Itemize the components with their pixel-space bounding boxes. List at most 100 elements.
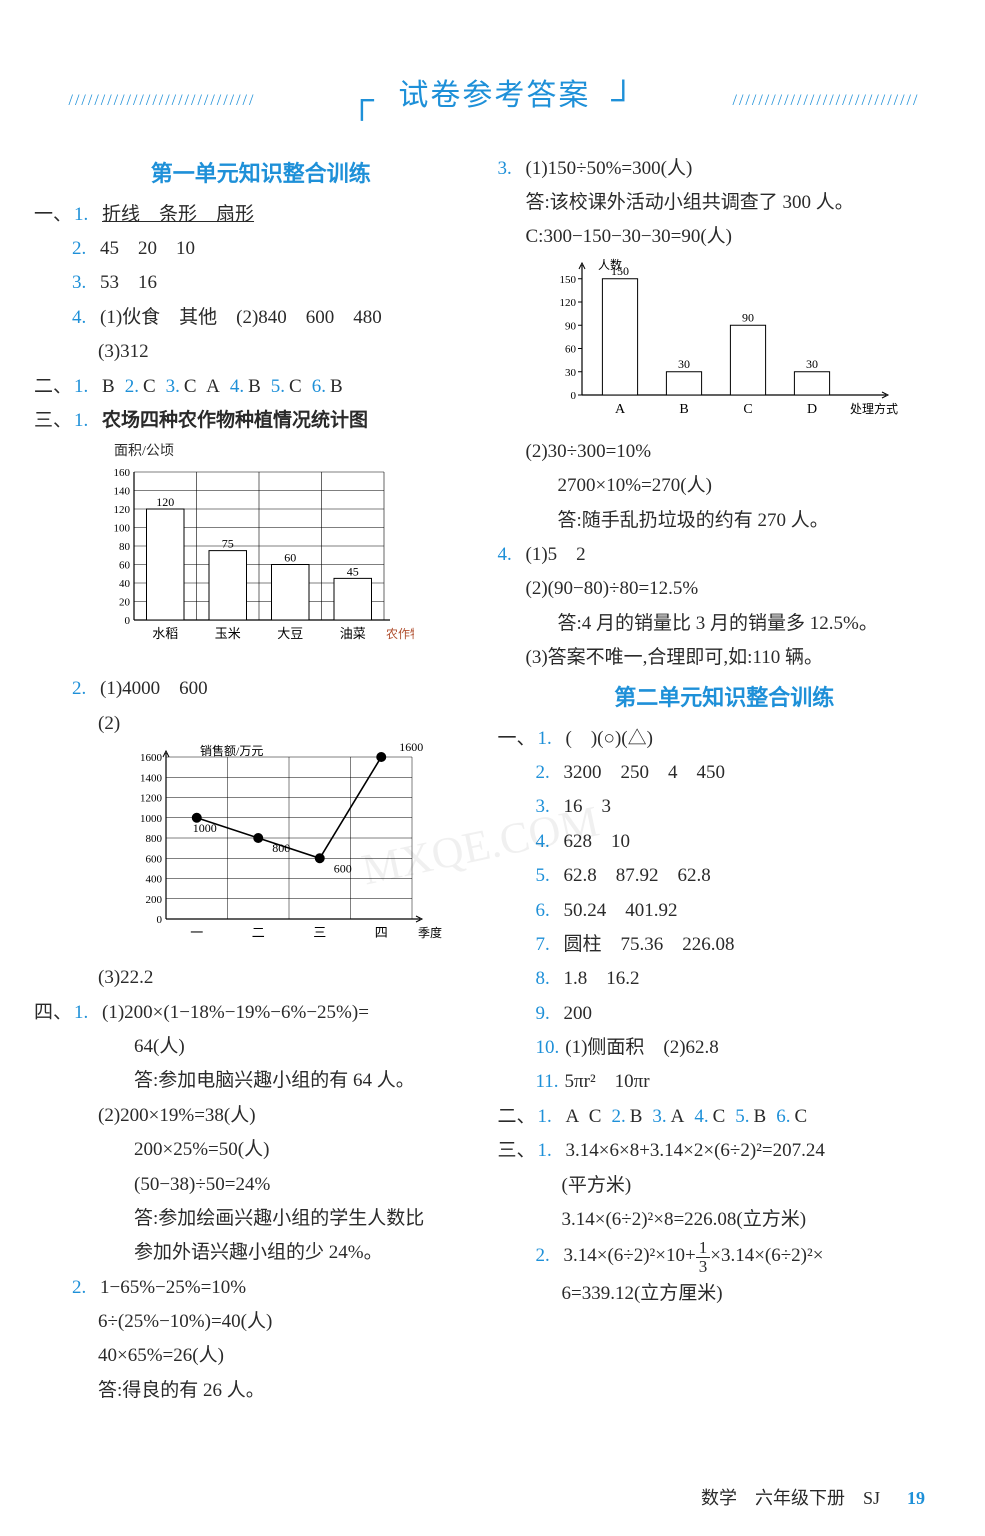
answer-text: 64(人) <box>134 1032 488 1062</box>
answer-text: 1.8 16.2 <box>564 964 952 994</box>
item-number: 1. <box>74 406 96 436</box>
item-number: 2. <box>72 1273 94 1303</box>
svg-text:60: 60 <box>565 343 577 355</box>
item-number: 3. <box>166 372 180 402</box>
svg-text:90: 90 <box>742 310 754 324</box>
svg-text:600: 600 <box>334 861 352 875</box>
answer-text: A <box>206 372 220 402</box>
item-number: 10. <box>536 1033 560 1063</box>
item-number: 3. <box>498 154 520 184</box>
section-label: 二、 <box>498 1102 536 1132</box>
ticks-left: / / / / / / / / / / / / / / / / / / / / … <box>28 92 293 112</box>
svg-text:季度: 季度 <box>418 925 442 940</box>
answer-text: 折线 条形 扇形 <box>102 200 487 230</box>
svg-text:1600: 1600 <box>140 752 163 764</box>
svg-text:600: 600 <box>146 853 163 865</box>
item-number: 11. <box>536 1067 559 1097</box>
svg-text:120: 120 <box>114 504 131 516</box>
svg-text:四: 四 <box>375 925 388 940</box>
section-label: 一、 <box>34 200 72 230</box>
item-number: 2. <box>125 372 139 402</box>
answer-text: 答:得良的有 26 人。 <box>98 1376 488 1406</box>
svg-text:20: 20 <box>119 597 131 609</box>
svg-text:大豆: 大豆 <box>277 626 303 641</box>
svg-text:0: 0 <box>125 615 131 627</box>
svg-text:销售额/万元: 销售额/万元 <box>200 743 263 758</box>
item-number: 2. <box>72 674 94 704</box>
svg-text:A: A <box>614 402 625 417</box>
answer-text: 53 16 <box>100 268 488 298</box>
answer-text: 16 3 <box>564 792 952 822</box>
answer-text: (3)312 <box>98 337 488 367</box>
answer-text: 62.8 87.92 62.8 <box>564 861 952 891</box>
item-number: 1. <box>538 1136 560 1166</box>
answer-text: A <box>566 1102 580 1132</box>
item-number: 5. <box>271 372 285 402</box>
section-label: 三、 <box>34 406 72 436</box>
left-column: 第一单元知识整合训练 一、1.折线 条形 扇形 2.45 20 10 3.53 … <box>34 150 488 1411</box>
answer-text: B <box>330 372 343 402</box>
line-chart: 02004006008001000120014001600销售额/万元1000一… <box>124 743 488 959</box>
answer-text: (1)150÷50%=300(人) <box>526 154 952 184</box>
item-number: 9. <box>536 999 558 1029</box>
item-number: 6. <box>312 372 326 402</box>
svg-text:1200: 1200 <box>140 793 163 805</box>
svg-text:三: 三 <box>313 925 326 940</box>
answer-text: C <box>289 372 302 402</box>
answer-text: 5πr² 10πr <box>565 1067 951 1097</box>
svg-text:C: C <box>743 402 752 417</box>
item-number: 1. <box>74 372 96 402</box>
svg-text:60: 60 <box>284 551 296 565</box>
svg-text:100: 100 <box>114 523 131 535</box>
answer-text: 628 10 <box>564 827 952 857</box>
answer-text: 6÷(25%−10%)=40(人) <box>98 1307 488 1337</box>
svg-text:玉米: 玉米 <box>215 626 241 641</box>
answer-text: (2)30÷300=10% <box>526 437 952 467</box>
answer-text: C <box>589 1102 602 1132</box>
item-number: 8. <box>536 964 558 994</box>
item-number: 5. <box>735 1102 749 1132</box>
bracket-left-icon: ┌ <box>350 82 383 119</box>
svg-text:0: 0 <box>157 914 163 926</box>
answer-text: 50.24 401.92 <box>564 896 952 926</box>
answer-text: (50−38)÷50=24% <box>134 1170 488 1200</box>
section-label: 一、 <box>498 724 536 754</box>
section-label: 四、 <box>34 998 72 1028</box>
answer-text: 2700×10%=270(人) <box>558 471 952 501</box>
answer-text: 1−65%−25%=10% <box>100 1273 488 1303</box>
answer-text: C <box>184 372 197 402</box>
answer-text: (3)答案不唯一,合理即可,如:110 辆。 <box>526 643 952 673</box>
svg-text:30: 30 <box>806 357 818 371</box>
answer-text: 答:参加绘画兴趣小组的学生人数比 <box>134 1204 488 1234</box>
item-number: 1. <box>74 200 96 230</box>
svg-text:400: 400 <box>146 874 163 886</box>
svg-text:1600: 1600 <box>399 743 423 754</box>
answer-text: 答:参加电脑兴趣小组的有 64 人。 <box>134 1066 488 1096</box>
svg-text:0: 0 <box>570 390 576 402</box>
svg-text:B: B <box>679 402 688 417</box>
item-number: 2. <box>611 1102 625 1132</box>
answer-text: 3.14×6×8+3.14×2×(6÷2)²=207.24 <box>566 1136 951 1166</box>
header-title: 试卷参考答案 <box>382 70 606 114</box>
svg-text:30: 30 <box>678 357 690 371</box>
svg-text:60: 60 <box>119 560 131 572</box>
footer-text: 数学 六年级下册 SJ <box>701 1488 880 1508</box>
item-number: 1. <box>538 1102 560 1132</box>
answer-text: 圆柱 75.36 226.08 <box>564 930 952 960</box>
svg-text:40: 40 <box>119 578 131 590</box>
svg-text:1000: 1000 <box>193 821 217 835</box>
item-number: 3. <box>536 792 558 822</box>
bar-chart-2: 0306090120150人数150A30B90C30D处理方式 <box>538 257 952 433</box>
item-number: 4. <box>536 827 558 857</box>
answer-text: 答:随手乱扔垃圾的约有 270 人。 <box>558 506 952 536</box>
svg-text:800: 800 <box>146 833 163 845</box>
answer-text: (2) <box>98 709 120 739</box>
bracket-right-icon: ┘ <box>611 82 635 119</box>
svg-text:处理方式: 处理方式 <box>850 401 898 416</box>
item-number: 7. <box>536 930 558 960</box>
answer-text: C <box>794 1102 807 1132</box>
answer-text: (1)200×(1−18%−19%−6%−25%)= <box>102 998 487 1028</box>
svg-text:30: 30 <box>565 367 577 379</box>
answer-text: (1)伙食 其他 (2)840 600 480 <box>100 303 488 333</box>
answer-text: 200 <box>564 999 952 1029</box>
